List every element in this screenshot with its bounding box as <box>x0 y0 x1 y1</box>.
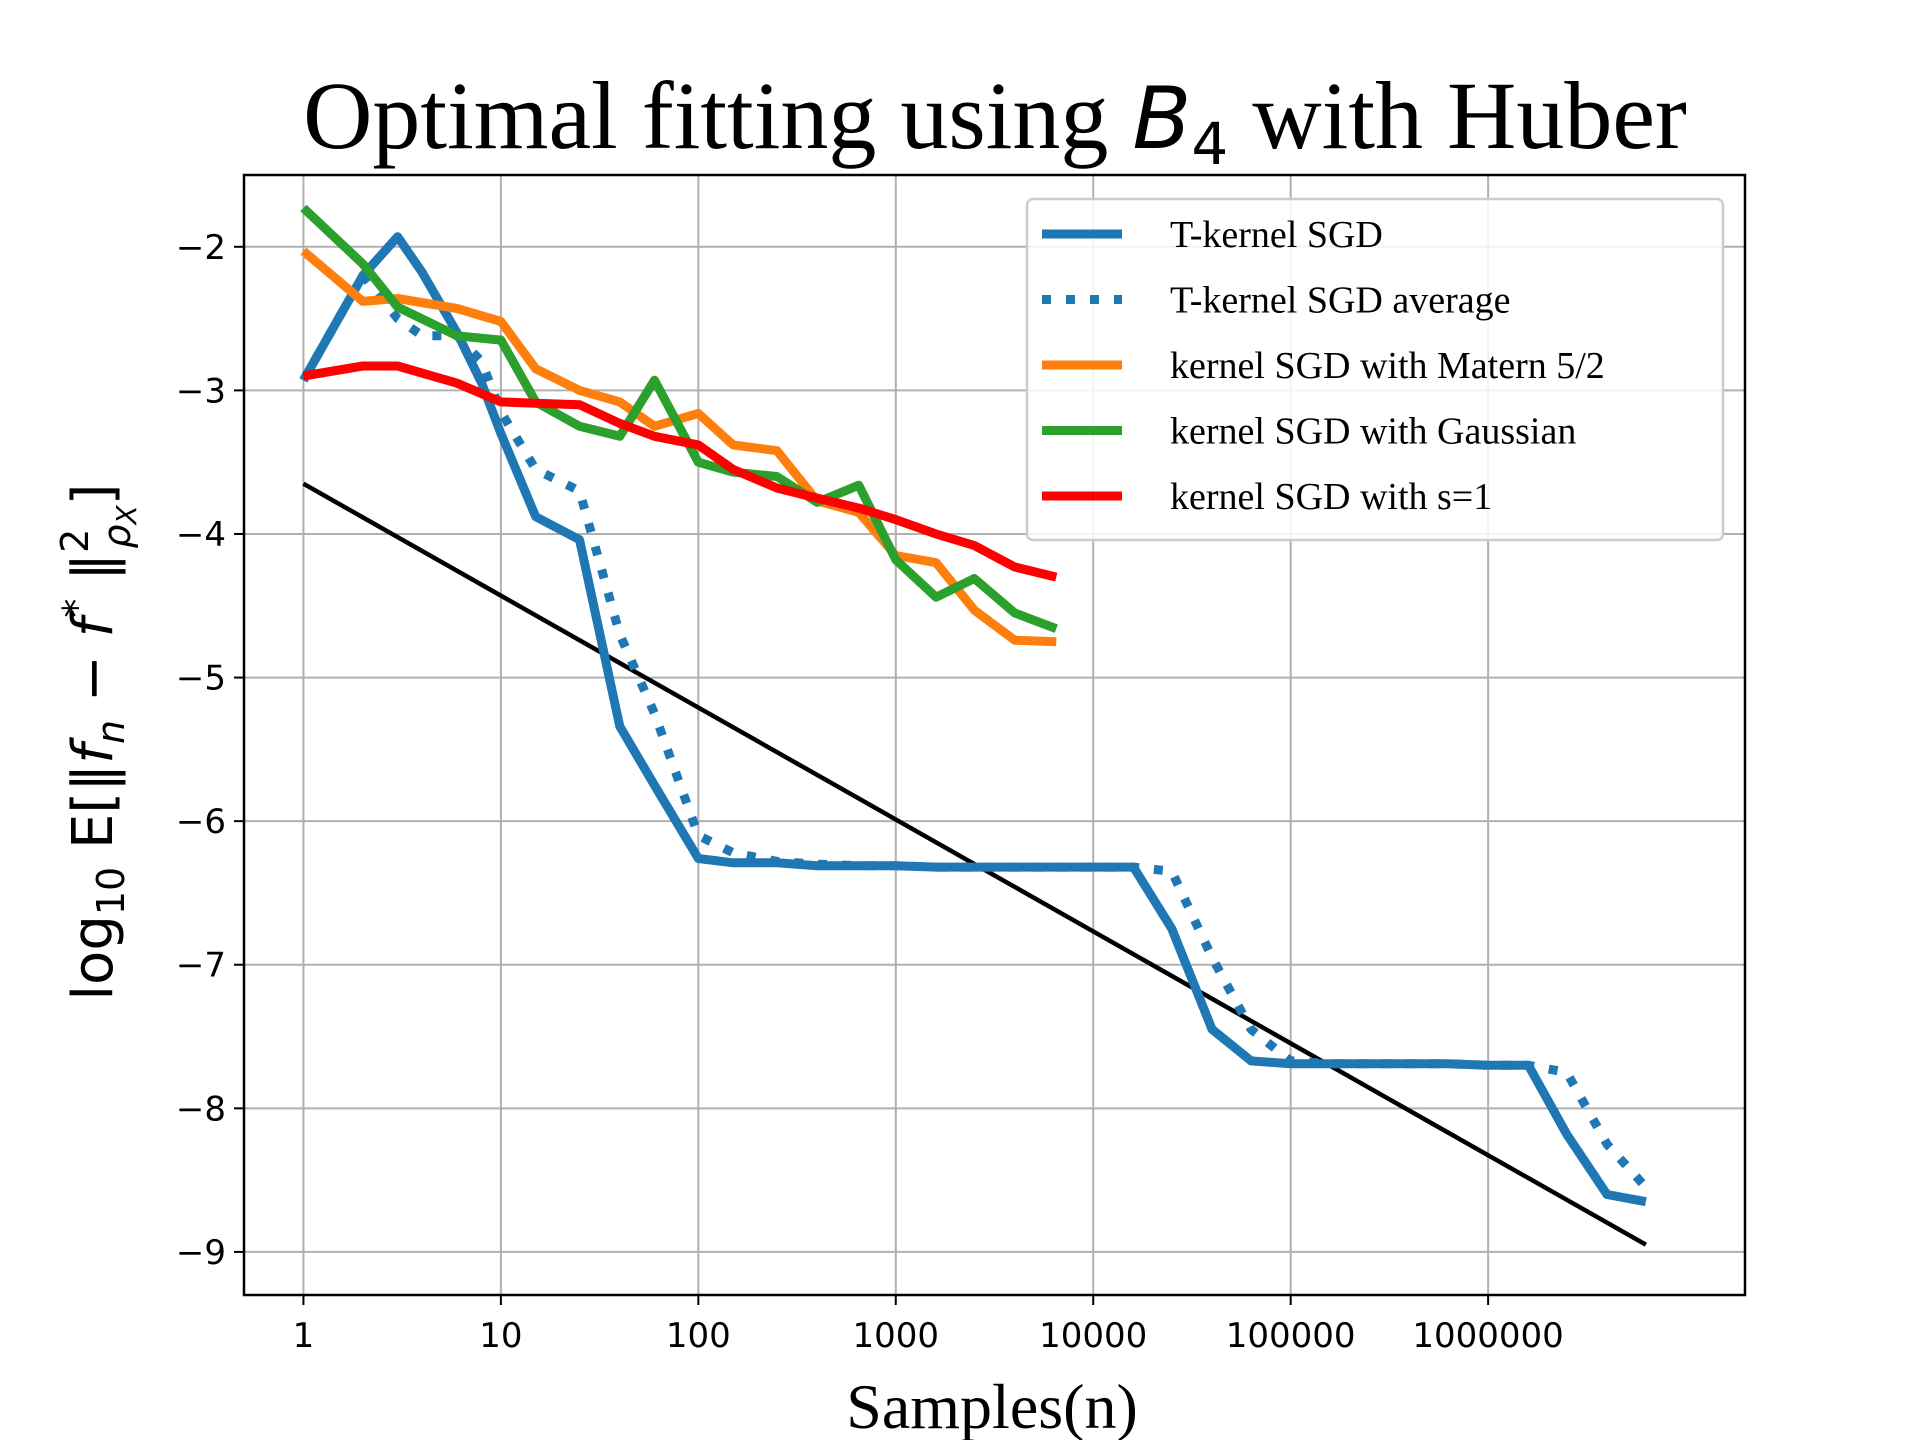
x-tick-label: 1000 <box>853 1316 940 1356</box>
legend-label-0: T-kernel SGD <box>1170 214 1383 256</box>
legend-label-2: kernel SGD with Matern 5/2 <box>1170 345 1605 387</box>
x-tick-label: 100 <box>666 1316 731 1356</box>
plot-frame <box>242 173 1747 1297</box>
series-line-2 <box>300 247 1057 647</box>
ylabel-rho-sub: X <box>110 505 143 527</box>
ylabel-n-subscript: n <box>89 720 133 744</box>
ylabel-close-bracket: ] <box>61 484 126 506</box>
y-tick-label: −3 <box>176 371 226 411</box>
ylabel-minus: − <box>61 637 126 720</box>
x-tick-label: 10000 <box>1039 1316 1147 1356</box>
ylabel-log-base: 10 <box>89 867 133 915</box>
y-tick-label: −4 <box>176 515 226 555</box>
y-tick-label: −2 <box>176 228 226 268</box>
y-tick-label: −5 <box>176 659 226 699</box>
series-lines <box>299 204 1650 1247</box>
legend: T-kernel SGD T-kernel SGD average kernel S… <box>1025 197 1725 542</box>
title-part-1: Optimal fitting using <box>303 62 1132 169</box>
title-part-2: with Huber <box>1228 62 1687 169</box>
ylabel-rho: ρ <box>95 525 139 549</box>
x-tick-label: 10 <box>479 1316 522 1356</box>
ylabel-expectation: E[‖ <box>61 764 126 867</box>
axis-ticks: 1 10 100 1000 10000 100000 1000000 −2 −3 −4 −5 −6 −7… <box>176 228 1564 1356</box>
legend-label-4: kernel SGD with s=1 <box>1170 476 1492 518</box>
legend-label-1: T-kernel SGD average <box>1170 280 1510 322</box>
x-tick-label: 1000000 <box>1412 1316 1563 1356</box>
legend-box <box>1025 197 1725 542</box>
series-line-0 <box>299 232 1647 1207</box>
title-b-symbol: B <box>1132 69 1191 169</box>
y-tick-label: −7 <box>176 946 226 986</box>
y-tick-label: −8 <box>176 1089 226 1129</box>
x-tick-label: 1 <box>293 1316 315 1356</box>
x-tick-label: 100000 <box>1226 1316 1356 1356</box>
legend-label-3: kernel SGD with Gaussian <box>1170 411 1576 453</box>
ylabel-log: log <box>61 915 126 1000</box>
y-tick-label: −6 <box>176 802 226 842</box>
series-line-3 <box>300 204 1058 633</box>
ylabel-star: * <box>55 599 99 618</box>
ylabel-square: 2 <box>53 529 97 553</box>
ylabel-norm: ‖ <box>61 553 126 599</box>
series-line-4 <box>302 361 1058 582</box>
title-b-subscript: 4 <box>1191 110 1228 178</box>
x-axis-label: Samples(n) <box>846 1371 1138 1440</box>
y-tick-label: −9 <box>176 1233 226 1273</box>
chart-title: Optimal fitting using B4 with Huber <box>303 62 1687 178</box>
